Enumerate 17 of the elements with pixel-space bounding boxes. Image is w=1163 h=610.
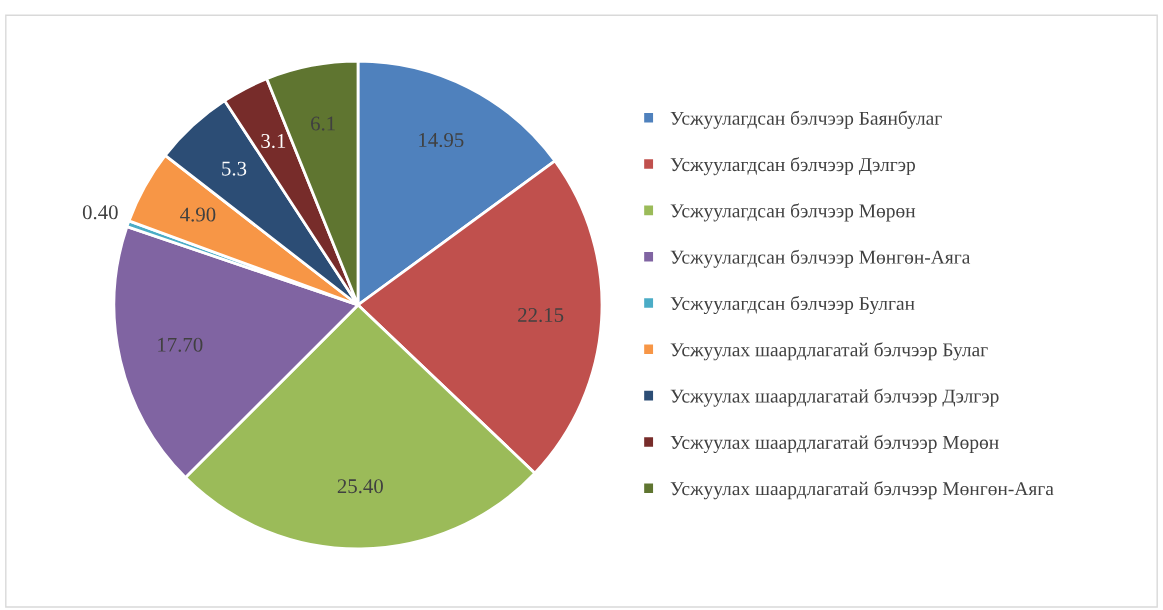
data-label: 14.95 [419, 133, 464, 148]
legend-label: Усжуулагдсан бэлчээр Мөнгөн-Аяга [670, 249, 971, 268]
legend-label: Усжуулах шаардлагатай бэлчээр Мөрөн [670, 434, 999, 453]
legend-label: Усжуулагдсан бэлчээр Мөрөн [670, 203, 916, 222]
legend-label: Усжуулагдсан бэлчээр Булган [670, 295, 915, 315]
legend-label: Усжуулагдсан бэлчээр Баянбулаг [670, 110, 942, 129]
data-label: 25.40 [337, 479, 383, 494]
data-label: 0.40 [82, 205, 118, 220]
legend-label: Усжуулах шаардлагатай бэлчээр Дэлгэр [670, 388, 999, 407]
legend-label: Усжуулах шаардлагатай бэлчээр Булаг [670, 342, 988, 361]
data-label: 5.3 [222, 161, 247, 176]
data-label: 3.1 [261, 133, 286, 149]
data-label: 17.70 [158, 337, 203, 352]
data-label: 4.90 [180, 207, 216, 222]
data-label: 22.15 [518, 307, 564, 323]
legend-label: Усжуулагдсан бэлчээр Дэлгэр [670, 157, 916, 176]
legend-label: Усжуулах шаардлагатай бэлчээр Мөнгөн-Аяга [670, 481, 1054, 500]
